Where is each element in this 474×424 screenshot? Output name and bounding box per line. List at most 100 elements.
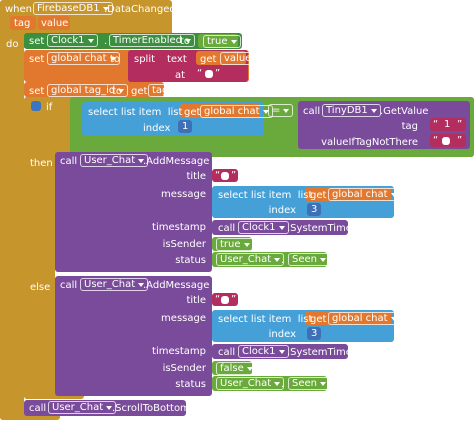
block-label: index: [268, 329, 296, 340]
empty-text: [205, 70, 213, 78]
block-label: .AddMessage: [143, 156, 210, 167]
block-label: tag: [14, 18, 31, 29]
block-label: isSender: [162, 363, 206, 374]
block-label: title: [186, 171, 206, 182]
dropdown[interactable]: global chat: [47, 52, 120, 65]
number-block: [307, 327, 321, 340]
if-foot: [24, 390, 84, 399]
block-label: valueIfTagNotThere: [321, 137, 418, 148]
block-label: set: [29, 36, 45, 47]
block-label: .AddMessage: [143, 280, 210, 291]
dropdown[interactable]: TimerEnabled: [109, 34, 195, 47]
dropdown[interactable]: true: [203, 35, 241, 48]
block-label: .SystemTime: [287, 347, 352, 358]
block-label: select list item list: [218, 190, 313, 201]
block-label: get: [310, 190, 327, 201]
dropdown[interactable]: global chat: [328, 188, 401, 201]
block-label: timestamp: [152, 222, 206, 233]
number-block: [178, 120, 192, 133]
dropdown[interactable]: Seen: [288, 253, 330, 266]
block-label: ”: [215, 68, 221, 79]
logic-block: [198, 34, 238, 48]
dropdown[interactable]: =: [268, 104, 294, 117]
block-label: .DataChanged: [104, 4, 176, 15]
block-label: 3: [311, 328, 318, 339]
block-label: .: [104, 36, 108, 47]
block-label: call: [218, 347, 236, 358]
block-label: message: [161, 313, 206, 324]
block-label: .ScrollToBottom: [112, 403, 190, 414]
dropdown[interactable]: false: [216, 362, 257, 375]
param: [38, 16, 70, 30]
empty-text: [442, 137, 450, 145]
block-label: ”: [457, 135, 463, 146]
dropdown[interactable]: global tag_id: [47, 84, 129, 97]
block-label: ”: [457, 119, 463, 130]
block-label: “: [433, 119, 439, 130]
dropdown[interactable]: FirebaseDB1: [33, 2, 113, 15]
block-label: index: [268, 205, 296, 216]
block-label: call: [218, 223, 236, 234]
dropdown[interactable]: Clock1: [238, 345, 289, 358]
dropdown[interactable]: true: [216, 238, 254, 251]
block-label: do: [6, 39, 19, 50]
dropdown[interactable]: User_Chat: [48, 401, 117, 414]
empty-text: [221, 296, 229, 304]
logic-block: [212, 237, 252, 251]
dropdown[interactable]: TinyDB1: [322, 104, 381, 117]
block-label: index: [143, 123, 171, 134]
call-block: [55, 276, 212, 396]
dropdown[interactable]: User_Chat: [80, 154, 149, 167]
block-label: call: [60, 156, 78, 167]
block-label: status: [175, 255, 206, 266]
block-label: ”: [231, 294, 237, 305]
block-label: get: [200, 54, 217, 65]
set-block: [24, 33, 242, 49]
block-label: at: [175, 70, 186, 81]
get-block: [128, 83, 162, 96]
block-label: to: [112, 86, 123, 97]
block-label: get: [184, 107, 201, 118]
block-label: 3: [311, 204, 318, 215]
event-body: [0, 0, 24, 420]
dropdown[interactable]: tag: [148, 84, 182, 97]
block-label: 1: [182, 121, 189, 132]
block-label: status: [175, 379, 206, 390]
block-label: if: [46, 102, 53, 113]
dropdown[interactable]: User_Chat: [216, 377, 285, 390]
block-label: then: [30, 158, 53, 169]
if-body: [24, 97, 55, 399]
block-label: “: [197, 68, 203, 79]
block-label: .: [281, 255, 285, 266]
block-label: set: [29, 54, 45, 65]
dropdown[interactable]: Seen: [288, 377, 330, 390]
block-label: ”: [231, 170, 237, 181]
empty-text: [221, 172, 229, 180]
block-label: tag: [401, 121, 418, 132]
block-label: else: [30, 282, 51, 293]
block-label: text: [167, 54, 187, 65]
block-label: to: [110, 54, 121, 65]
block-label: call: [60, 280, 78, 291]
get-block: [305, 311, 391, 325]
block-label: “: [215, 170, 221, 181]
get-block: [305, 187, 391, 201]
block-label: message: [161, 189, 206, 200]
block-label: .: [281, 379, 285, 390]
dropdown[interactable]: value: [220, 52, 265, 65]
call-block: [24, 400, 186, 416]
call-block: [55, 152, 212, 272]
dropdown[interactable]: User_Chat: [80, 278, 149, 291]
block-label: isSender: [162, 239, 206, 250]
dropdown[interactable]: global chat: [328, 312, 401, 325]
block-label: “: [215, 294, 221, 305]
text-literal: [430, 118, 466, 131]
block-label: get: [310, 314, 327, 325]
block-label: “: [433, 135, 439, 146]
dropdown[interactable]: User_Chat: [216, 253, 285, 266]
dropdown[interactable]: global chat: [200, 105, 273, 118]
block-label: .SystemTime: [287, 223, 352, 234]
dropdown[interactable]: Clock1: [238, 221, 289, 234]
dropdown[interactable]: Clock1: [47, 34, 98, 47]
